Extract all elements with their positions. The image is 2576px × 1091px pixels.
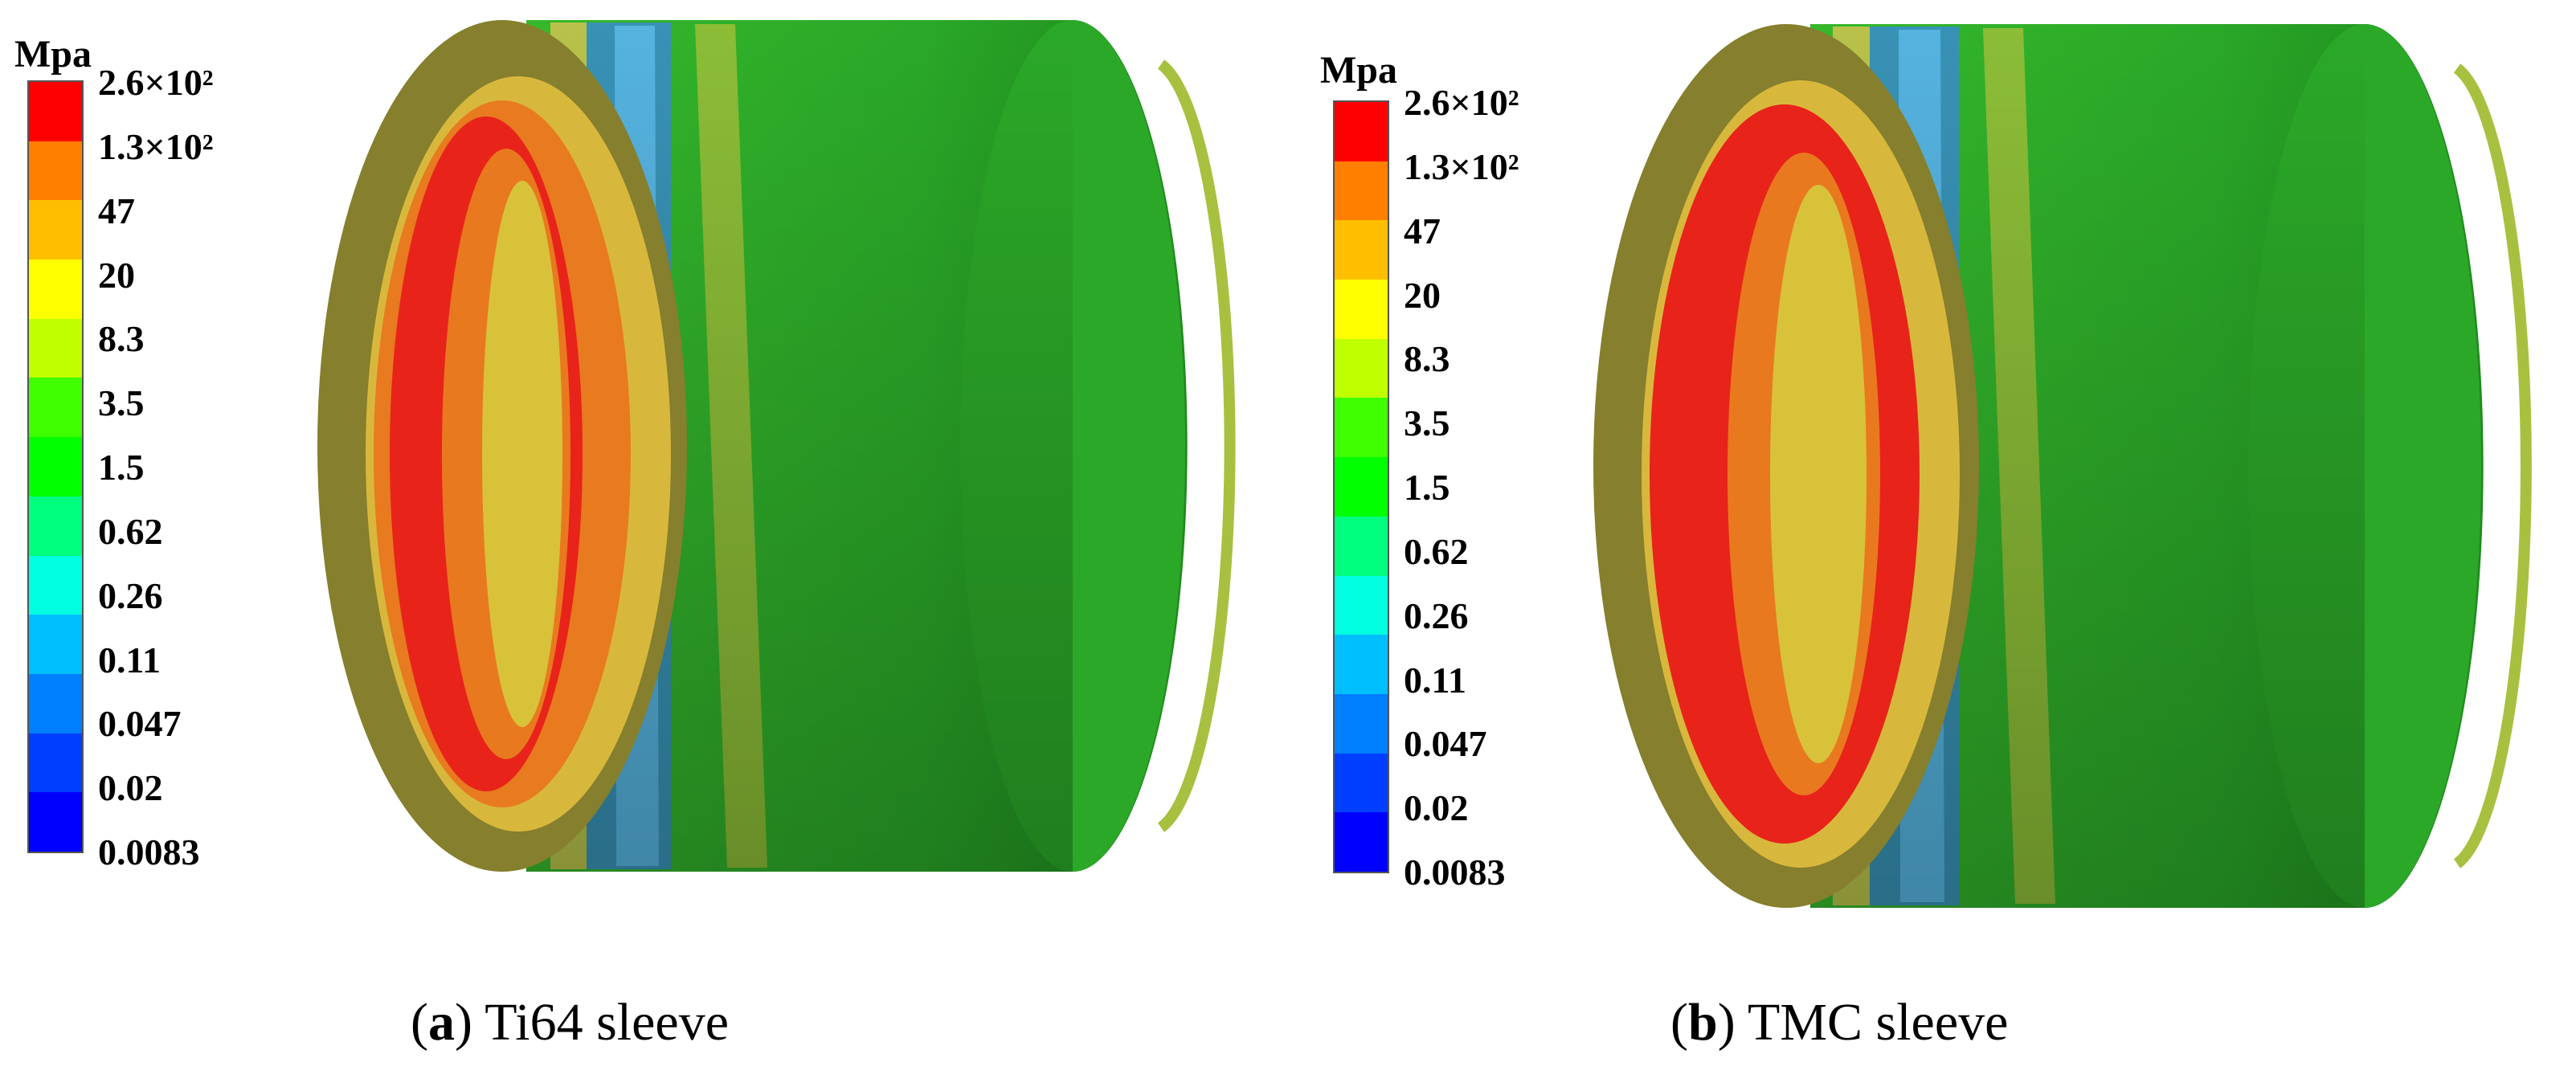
colorbar-swatch (1335, 812, 1388, 872)
colorbar-tick-label: 47 (1404, 210, 1441, 251)
colorbar-swatch (29, 615, 82, 675)
colorbar-swatch (29, 792, 82, 852)
colorbar-swatch (29, 378, 82, 438)
colorbar-tick-label: 0.11 (98, 639, 161, 680)
colorbar-tick-label: 0.11 (1404, 659, 1466, 701)
colorbar-tick-label: 2.6×10² (98, 62, 214, 103)
colorbar-swatch (1335, 753, 1388, 813)
caption-text: TMC sleeve (1748, 993, 2009, 1052)
caption-letter: b (1687, 993, 1718, 1052)
caption-text: Ti64 sleeve (485, 993, 730, 1052)
colorbar-tick-label: 0.02 (1404, 787, 1469, 829)
colorbar-swatch (1335, 220, 1388, 280)
caption-letter: a (427, 993, 455, 1052)
colorbar-tick-label: 20 (98, 254, 135, 296)
colorbar-swatch (1335, 457, 1388, 517)
colorbar-swatch (29, 437, 82, 497)
colorbar-tick-label: 0.0083 (98, 832, 200, 872)
colorbar-swatch (29, 200, 82, 260)
colorbar-tick-label: 47 (98, 190, 135, 231)
colorbar-swatch (1335, 575, 1388, 635)
colorbar-swatch (29, 318, 82, 378)
colorbar-tick-label: 8.3 (1404, 338, 1450, 380)
panel-b: Mpa 2.6×10² 1.3×10² 47 20 8.3 3.5 1.5 0.62 0.26 0… (1288, 0, 2576, 1091)
colorbar-tick-label: 0.62 (98, 510, 163, 552)
colorbar-tick-label: 1.5 (98, 447, 145, 488)
colorbar-swatch (1335, 338, 1388, 398)
colorbar-swatch (1335, 635, 1388, 695)
colorbar-swatch (1335, 161, 1388, 221)
colorbar-swatch (29, 555, 82, 615)
colorbar-tick-label: 20 (1404, 274, 1441, 316)
colorbar-tick-label: 1.5 (1404, 467, 1450, 508)
colorbar-swatch (29, 733, 82, 793)
colorbar-tick-label: 0.62 (1404, 530, 1469, 572)
sleeve-stress-contour-b (1593, 24, 2532, 908)
colorbar-swatch (1335, 102, 1388, 162)
colorbar (27, 80, 84, 853)
caption-b: (b) TMC sleeve (1670, 993, 2009, 1052)
colorbar-tick-label: 8.3 (98, 318, 145, 360)
sleeve-stress-contour-a (317, 20, 1236, 872)
colorbar-swatch (1335, 398, 1388, 458)
panel-a: Mpa 2.6×10² 1.3×10² 47 20 8.3 3.5 1.5 0.62 0.26 0… (14, 20, 1236, 1052)
colorbar (1333, 100, 1389, 873)
colorbar-tick-label: 2.6×10² (1404, 82, 1519, 123)
legend-unit-label: Mpa (1320, 49, 1397, 92)
colorbar-tick-label: 1.3×10² (98, 125, 214, 167)
colorbar-tick-label: 0.26 (98, 574, 163, 616)
caption-a: (a) Ti64 sleeve (411, 993, 730, 1052)
colorbar-swatch (29, 141, 82, 201)
colorbar-swatch (1335, 693, 1388, 754)
colorbar-swatch (29, 496, 82, 557)
colorbar-tick-label: 0.047 (98, 703, 182, 745)
colorbar-tick-label: 3.5 (98, 382, 145, 424)
colorbar-swatch (29, 259, 82, 320)
colorbar-tick-label: 0.047 (1404, 723, 1487, 765)
legend-unit-label: Mpa (14, 33, 92, 76)
colorbar-tick-label: 3.5 (1404, 402, 1450, 444)
colorbar-swatch (1335, 516, 1388, 577)
colorbar-tick-label: 1.3×10² (1404, 145, 1519, 187)
colorbar-tick-label: 0.02 (98, 767, 163, 809)
colorbar-swatch (29, 673, 82, 734)
colorbar-swatch (29, 82, 82, 142)
colorbar-swatch (1335, 280, 1388, 340)
colorbar-tick-label: 0.26 (1404, 595, 1469, 636)
colorbar-tick-label: 0.0083 (1404, 852, 1506, 893)
